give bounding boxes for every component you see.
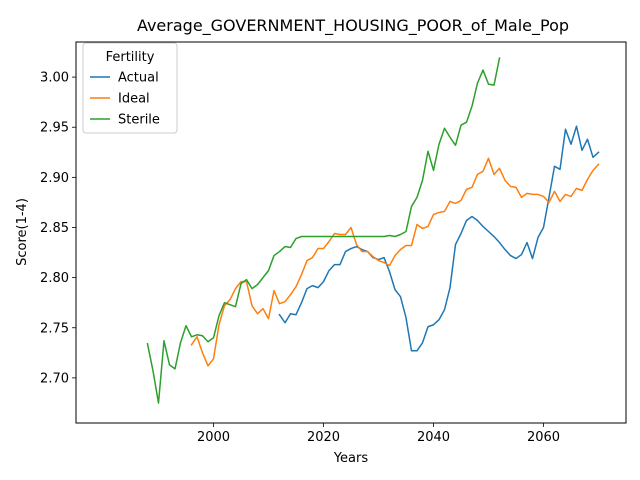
y-tick-label: 2.80: [40, 271, 69, 286]
plot-lines: [146, 57, 600, 404]
legend-box: [82, 42, 178, 134]
y-tick-label: 2.75: [40, 321, 69, 336]
y-tick-label: 2.70: [40, 371, 69, 386]
y-tick-label: 2.95: [40, 121, 69, 136]
series-line-ideal: [190, 157, 600, 367]
legend-label-actual: Actual: [118, 71, 159, 86]
legend-label-sterile: Sterile: [118, 113, 160, 128]
y-tick-label: 2.90: [40, 171, 69, 186]
legend: Fertility Actual Ideal Sterile: [82, 42, 178, 134]
x-axis-ticks: 2000 2020 2040 2060: [197, 423, 560, 445]
y-axis-label: Score(1-4): [15, 198, 30, 266]
chart-title: Average_GOVERNMENT_HOUSING_POOR_of_Male_…: [137, 16, 569, 36]
x-tick-label: 2060: [527, 430, 560, 445]
x-tick-label: 2020: [307, 430, 340, 445]
x-tick-label: 2040: [417, 430, 450, 445]
y-tick-label: 2.85: [40, 221, 69, 236]
series-line-sterile: [146, 57, 501, 404]
y-tick-label: 3.00: [40, 71, 69, 86]
x-axis-label: Years: [333, 451, 369, 466]
x-tick-label: 2000: [197, 430, 230, 445]
axes-frame: [75, 41, 627, 424]
legend-entries: Actual Ideal Sterile: [90, 71, 160, 128]
series-line-actual: [278, 125, 600, 352]
y-axis-ticks: 2.70 2.75 2.80 2.85 2.90 2.95 3.00: [40, 71, 76, 386]
legend-label-ideal: Ideal: [118, 92, 150, 107]
legend-title: Fertility: [106, 50, 155, 65]
